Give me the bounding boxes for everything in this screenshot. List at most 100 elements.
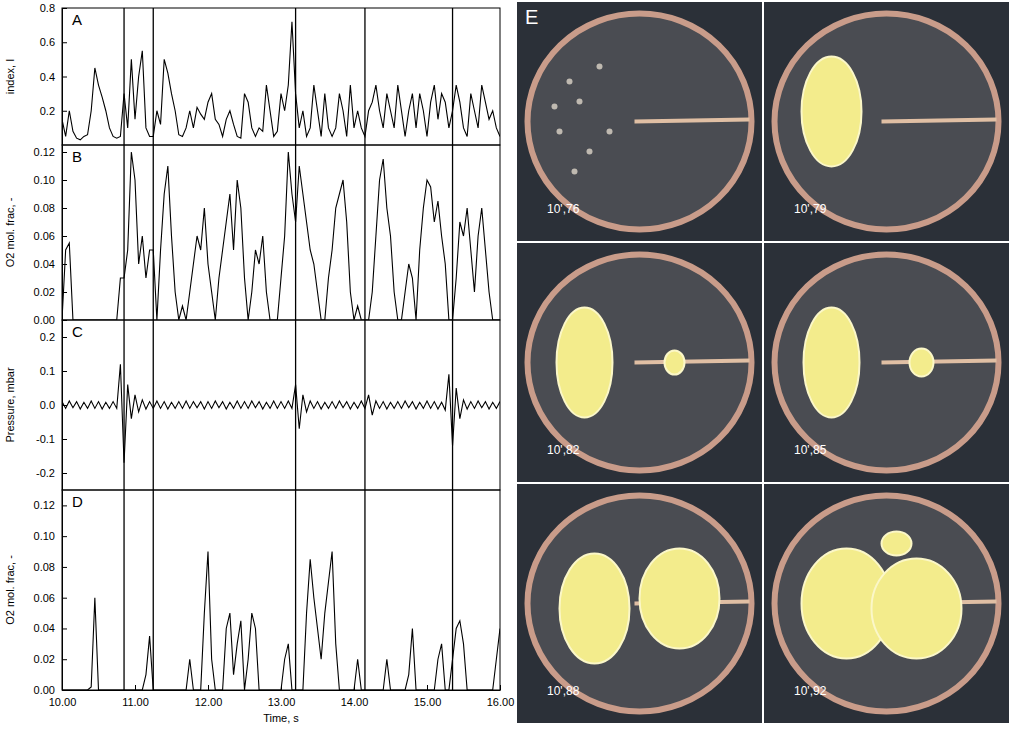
y-tick: 0.00 <box>34 684 67 696</box>
y-tick-mark <box>62 567 67 568</box>
y-tick-label: 0.1 <box>40 365 55 377</box>
y-tick: 0.10 <box>34 530 67 542</box>
y-tick-mark <box>62 659 67 660</box>
speckle <box>607 129 613 135</box>
y-tick: 0.1 <box>40 365 67 377</box>
x-tick-label: 16.00 <box>487 696 515 708</box>
y-tick-label: 0.04 <box>34 258 55 270</box>
flame <box>882 532 912 556</box>
y-tick: -0.1 <box>36 433 67 445</box>
y-tick-mark <box>62 439 67 440</box>
y-tick: 0.04 <box>34 622 67 634</box>
y-tick-label: 0.8 <box>40 2 55 14</box>
y-tick: 0.02 <box>34 653 67 665</box>
figure: 0.20.40.60.8index, IA0.000.020.040.060.0… <box>0 0 1011 730</box>
y-tick-label: 0.02 <box>34 653 55 665</box>
x-tick: 10.00 <box>49 685 77 708</box>
photo-frame: 10',79 <box>764 2 1009 241</box>
photo-frame: 10',85 <box>764 243 1009 482</box>
y-tick-mark <box>62 628 67 629</box>
data-group <box>62 8 500 145</box>
plot-area <box>62 490 500 690</box>
y-tick-label: 0.4 <box>40 71 55 83</box>
panel-letter: A <box>72 11 82 28</box>
y-axis-line <box>62 491 63 691</box>
timestamp: 10',88 <box>547 684 580 698</box>
y-tick-mark <box>62 505 67 506</box>
event-line <box>153 145 154 320</box>
y-tick: 0.04 <box>34 258 67 270</box>
y-tick-mark <box>62 42 67 43</box>
probe <box>882 120 997 122</box>
x-tick-label: 10.00 <box>49 696 77 708</box>
y-tick: 0.10 <box>34 174 67 186</box>
photo-frame: 10',76 <box>517 2 762 241</box>
photo-background <box>764 243 1009 482</box>
speckle <box>587 149 593 155</box>
y-tick-label: 0.2 <box>40 331 55 343</box>
y-tick: 0.0 <box>40 399 67 411</box>
event-line <box>364 490 365 690</box>
y-tick-label: 0.12 <box>34 146 55 158</box>
y-tick-mark <box>62 236 67 237</box>
event-line <box>295 490 296 690</box>
photo-background <box>517 484 762 723</box>
y-tick-mark <box>62 180 67 181</box>
event-line <box>123 8 124 145</box>
data-line <box>62 152 500 320</box>
chamber <box>775 14 999 230</box>
x-tick-mark <box>500 685 501 690</box>
event-line <box>153 8 154 145</box>
y-tick-mark <box>62 371 67 372</box>
event-line <box>452 320 453 490</box>
chamber <box>528 255 752 471</box>
plot-area <box>62 320 500 490</box>
y-axis: -0.2-0.10.00.10.2 <box>36 321 67 491</box>
photo-frame: 10',82 <box>517 243 762 482</box>
y-tick: 0.12 <box>34 499 67 511</box>
x-tick: 16.00 <box>487 685 515 708</box>
chamber <box>775 496 999 712</box>
y-tick-mark <box>62 152 67 153</box>
flame <box>640 549 720 649</box>
y-tick-mark <box>62 208 67 209</box>
flame <box>804 308 860 418</box>
y-tick: 0.2 <box>40 105 67 117</box>
y-tick-label: 0.12 <box>34 499 55 511</box>
photo-panel: 10',7610',7910',8210',8510',8810',92E <box>517 2 1009 723</box>
data-group <box>62 490 500 690</box>
y-tick-label: 0.6 <box>40 36 55 48</box>
event-line <box>452 8 453 145</box>
y-tick: 0.4 <box>40 71 67 83</box>
y-tick-mark <box>62 598 67 599</box>
plot-frame <box>62 8 500 145</box>
flame <box>557 308 613 418</box>
panel: 0.000.020.040.060.080.100.1210.0011.0012… <box>4 490 514 724</box>
photo-background <box>764 484 1009 723</box>
x-tick-label: 15.00 <box>414 696 442 708</box>
x-axis-title: Time, s <box>263 712 299 724</box>
panel-letter: E <box>525 6 538 28</box>
y-tick: 0.6 <box>40 36 67 48</box>
panel-letter: C <box>72 323 83 340</box>
y-tick-mark <box>62 77 67 78</box>
x-tick: 12.00 <box>195 685 223 708</box>
flame <box>665 351 685 375</box>
timestamp: 10',82 <box>547 443 580 457</box>
data-line <box>62 22 500 140</box>
flame <box>910 349 934 377</box>
data-line <box>62 552 500 690</box>
y-tick: 0.08 <box>34 561 67 573</box>
speckle <box>552 104 558 110</box>
chamber <box>775 255 999 471</box>
speckle <box>567 79 573 85</box>
y-tick-label: 0.00 <box>34 314 55 326</box>
panel-letter: D <box>72 493 83 510</box>
x-tick-label: 12.00 <box>195 696 223 708</box>
x-tick-label: 13.00 <box>268 696 296 708</box>
y-tick-label: 0.00 <box>34 684 55 696</box>
speckle <box>597 64 603 70</box>
speckle <box>577 99 583 105</box>
probe <box>635 361 750 363</box>
y-axis: 0.000.020.040.060.080.100.12 <box>34 491 67 697</box>
